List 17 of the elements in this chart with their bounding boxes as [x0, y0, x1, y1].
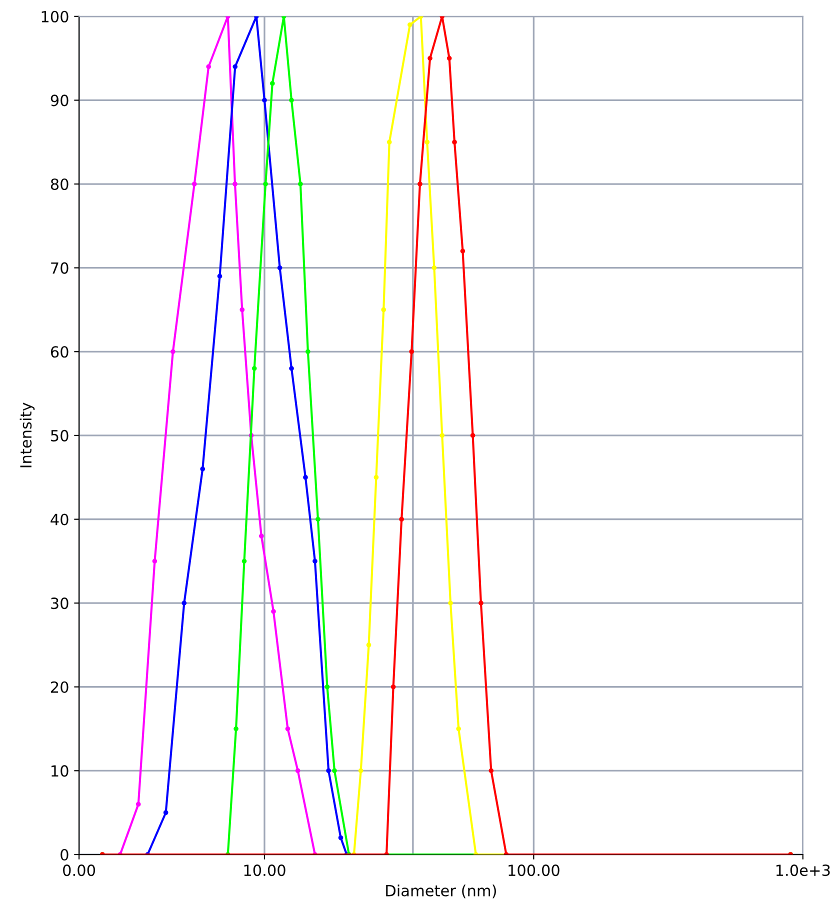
y-tick-label: 60	[50, 346, 68, 358]
x-axis-title: Diameter (nm)	[386, 884, 496, 898]
y-tick-label: 80	[50, 178, 68, 190]
y-tick-label: 30	[51, 598, 68, 610]
y-tick-label: 70	[51, 262, 68, 274]
x-tick-label: 1.0e+3	[776, 864, 830, 876]
y-tick-label: 10	[52, 765, 68, 777]
y-axis-title: Intensity	[20, 402, 35, 468]
y-tick-label: 0	[60, 848, 68, 861]
y-tick-label: 90	[50, 94, 68, 106]
y-tick-label: 100	[42, 10, 68, 22]
y-tick-label: 40	[50, 514, 68, 526]
x-tick-label: 0.00	[63, 864, 96, 876]
x-tick-label: 10.00	[244, 864, 286, 876]
y-tick-label: 50	[51, 430, 68, 442]
y-tick-label: 20	[50, 681, 68, 693]
x-tick-label: 100.00	[508, 864, 560, 876]
